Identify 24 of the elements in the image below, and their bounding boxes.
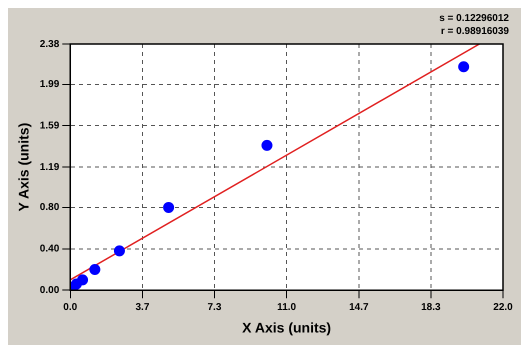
y-axis-title: Y Axis (units) bbox=[15, 122, 32, 212]
point bbox=[89, 264, 100, 276]
y-tick-label: 1.19 bbox=[40, 162, 60, 173]
y-tick-label: 2.38 bbox=[40, 38, 60, 50]
x-tick-label: 11.0 bbox=[277, 302, 297, 313]
text: s = 0.12296012 bbox=[439, 13, 510, 24]
x-tick-label: 7.3 bbox=[207, 302, 222, 313]
x-tick-label: 3.7 bbox=[136, 302, 150, 313]
y-tick-label: 0.80 bbox=[40, 202, 60, 214]
y-tick-label: 1.59 bbox=[40, 120, 60, 132]
point bbox=[261, 140, 272, 151]
y-tick-label: 0.40 bbox=[40, 244, 60, 255]
point bbox=[77, 274, 88, 286]
x-tick-label: 0.0 bbox=[63, 302, 78, 313]
x-tick-label: 22.0 bbox=[493, 302, 514, 313]
x-tick-label: 18.3 bbox=[421, 302, 441, 313]
y-tick-label: 1.99 bbox=[40, 79, 60, 90]
point bbox=[458, 61, 470, 72]
text: r = 0.98916039 bbox=[440, 26, 510, 37]
y-tick-label: 0.00 bbox=[40, 284, 60, 296]
x-tick-label: 14.7 bbox=[349, 302, 369, 313]
x-axis-title: X Axis (units) bbox=[242, 319, 332, 336]
point bbox=[163, 202, 174, 213]
point bbox=[114, 245, 125, 256]
